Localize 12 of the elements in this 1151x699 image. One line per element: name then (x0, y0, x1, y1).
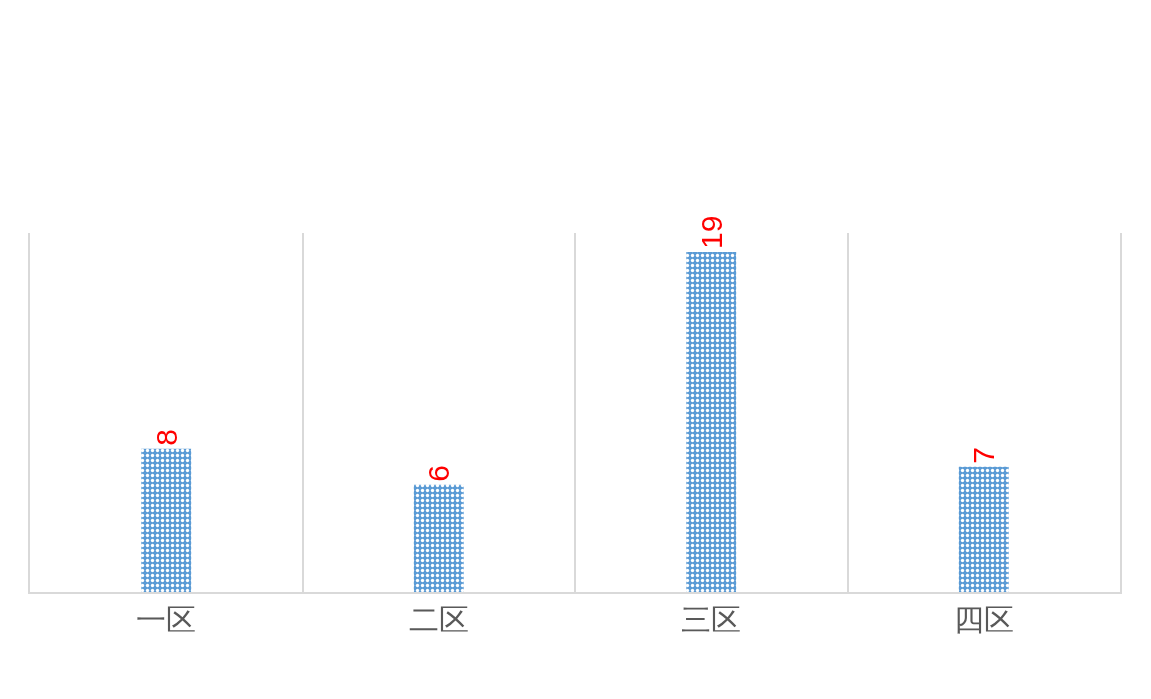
bar (413, 484, 464, 592)
x-tick-label: 二区 (408, 602, 469, 637)
data-label: 19 (694, 215, 728, 250)
bar (141, 448, 192, 592)
bar (958, 466, 1009, 592)
data-label: 8 (149, 429, 183, 446)
data-label: 6 (422, 464, 456, 482)
bar (686, 252, 737, 592)
x-tick-label: 四区 (953, 602, 1014, 637)
x-tick-label: 三区 (681, 602, 742, 637)
x-tick-label: 一区 (136, 602, 197, 637)
data-label: 7 (967, 447, 1001, 464)
